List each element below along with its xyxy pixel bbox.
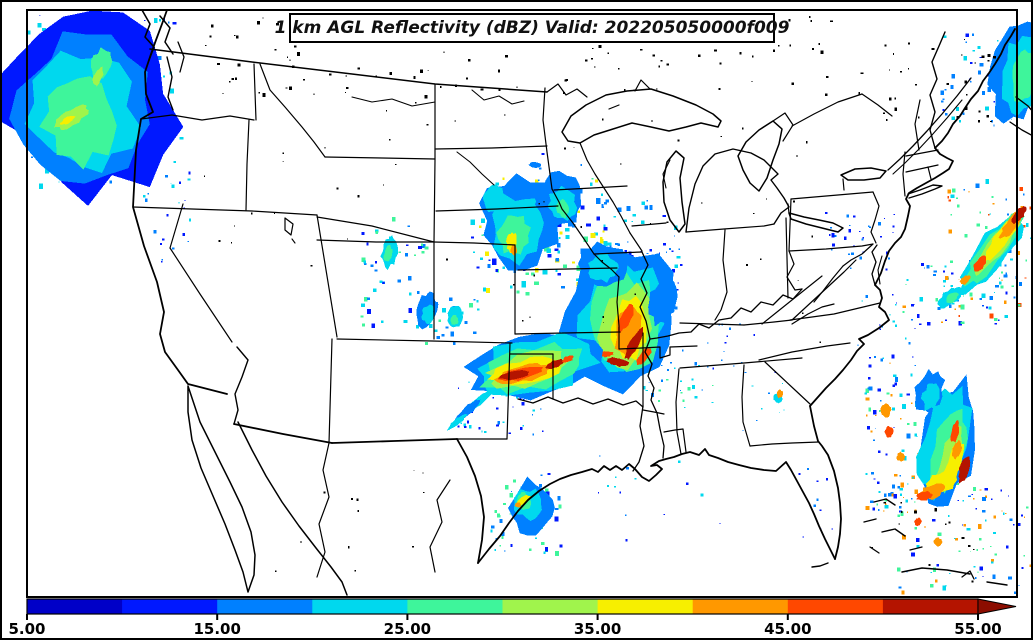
map-frame: [26, 9, 1018, 598]
colorbar-tick-label: 25.00: [384, 620, 431, 638]
florida-dots: [798, 467, 834, 538]
echo-texas-coast-cells: [508, 476, 555, 536]
colorbar-segment-50-55: [882, 599, 979, 614]
colorbar-segment-45-50: [787, 599, 884, 614]
colorbar-segment-35-40: [597, 599, 694, 614]
colorbar-tick-label: 35.00: [574, 620, 621, 638]
us-small-lakes: [203, 102, 822, 343]
echo-nebraska-cluster: [479, 162, 581, 271]
colorbar-tick-label: 15.00: [193, 620, 240, 638]
georgia-alabama-dots: [742, 383, 785, 432]
echo-northeast-offshore-line: [937, 206, 1027, 309]
colorbar-segment-5-10: [27, 599, 123, 614]
page-title: 1 km AGL Reflectivity (dBZ) Valid: 20220…: [274, 18, 790, 38]
colorbar-segment-20-25: [312, 599, 408, 614]
echo-southeast-offshore-system: [880, 369, 975, 547]
se-offshore-scatter: [897, 482, 1031, 595]
mid-atlantic-specks: [824, 212, 895, 271]
colorbar-segment-25-30: [407, 599, 504, 614]
delmarva-specks: [857, 293, 920, 362]
colorbar-over-arrow: [977, 598, 1017, 615]
colorbar-tick-label: 45.00: [764, 620, 811, 638]
colorbar: 5.00 15.00 25.00 35.00 45.00 55.00: [8, 598, 1017, 638]
colorbar-segment-15-20: [217, 599, 313, 614]
mexico-speckles: [274, 470, 425, 572]
colorbar-segment-40-45: [692, 599, 789, 614]
bahamas-speckles: [871, 501, 975, 583]
gulf-specks: [597, 455, 721, 542]
echo-oklahoma-squall-line: [446, 332, 603, 431]
reflectivity-echo-layer: [2, 10, 1031, 595]
title-box: 1 km AGL Reflectivity (dBZ) Valid: 20220…: [275, 13, 789, 43]
small-lakes-layer: [203, 16, 996, 583]
echo-colorado-cells: [380, 235, 464, 330]
colorbar-segment-10-15: [122, 599, 218, 614]
echo-pacific-northwest-storm: [2, 10, 184, 206]
quebec-maine-speckles: [883, 39, 996, 123]
colorbar-segment-30-35: [502, 599, 599, 614]
colorbar-tick-label: 55.00: [954, 620, 1001, 638]
echo-georgia-cell: [773, 389, 784, 404]
colorbar-tick-label: 5.00: [8, 620, 45, 638]
se-offshore-west-column: [864, 362, 919, 513]
state-boundaries-layer: [132, 9, 1031, 596]
